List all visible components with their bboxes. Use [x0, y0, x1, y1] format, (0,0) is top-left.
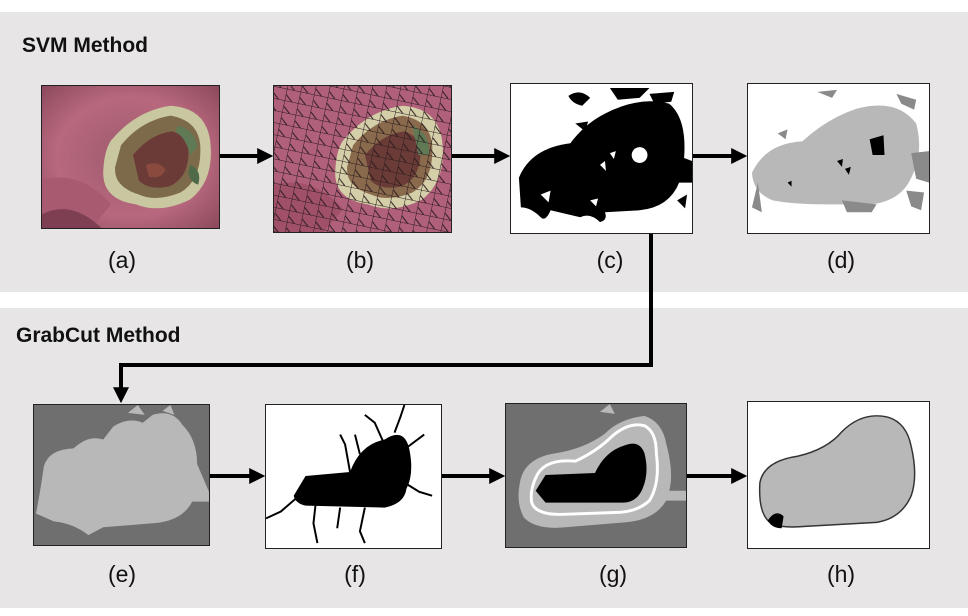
svm-binary-mask-image	[510, 83, 693, 234]
label-e: (e)	[107, 561, 137, 587]
label-g: (g)	[598, 561, 628, 587]
superpixel-image	[273, 85, 452, 233]
svm-refined-mask-image	[747, 83, 930, 234]
label-a: (a)	[107, 247, 137, 273]
grabcut-binary-mask-image	[265, 404, 442, 549]
label-f: (f)	[344, 561, 366, 587]
grabcut-trimap-image	[505, 403, 687, 548]
grabcut-init-mask-image	[33, 404, 210, 546]
svm-method-title: SVM Method	[22, 34, 148, 57]
label-c: (c)	[596, 247, 624, 273]
grabcut-method-title: GrabCut Method	[16, 324, 181, 347]
label-h: (h)	[826, 561, 856, 587]
label-d: (d)	[826, 247, 856, 273]
label-b: (b)	[345, 247, 375, 273]
wound-photo-image	[41, 85, 220, 229]
grabcut-final-mask-image	[747, 401, 930, 549]
